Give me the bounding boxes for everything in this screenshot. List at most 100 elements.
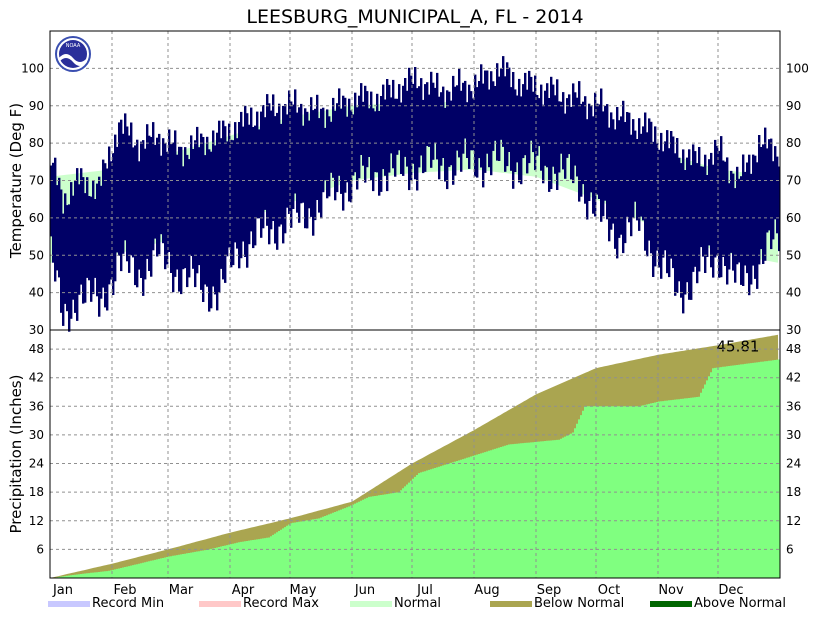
daily-temperature-bar	[110, 161, 113, 280]
daily-temperature-bar	[360, 83, 363, 155]
daily-temperature-bar	[332, 97, 335, 178]
daily-temperature-bar	[428, 94, 431, 147]
precipitation-panel: 45.81	[50, 334, 780, 578]
daily-temperature-bar	[684, 170, 687, 295]
daily-temperature-bar	[206, 136, 209, 287]
daily-temperature-bar	[680, 163, 683, 298]
daily-temperature-bar	[648, 118, 651, 241]
temperature-tick-label-left: 50	[29, 248, 44, 262]
daily-temperature-bar	[246, 113, 249, 268]
daily-temperature-bar	[316, 94, 319, 200]
daily-temperature-bar	[448, 91, 451, 167]
daily-temperature-bar	[526, 89, 529, 174]
daily-temperature-bar	[594, 92, 597, 217]
daily-temperature-bar	[122, 133, 125, 254]
daily-temperature-bar	[426, 82, 429, 146]
precipitation-tick-label-right: 12	[786, 514, 801, 528]
svg-text:NOAA: NOAA	[66, 43, 81, 49]
daily-temperature-bar	[534, 75, 537, 171]
daily-temperature-bar	[726, 157, 729, 285]
daily-temperature-bar	[398, 84, 401, 151]
daily-temperature-bar	[706, 175, 709, 257]
precipitation-tick-label-left: 30	[29, 428, 44, 442]
daily-temperature-bar	[634, 130, 637, 202]
daily-temperature-bar	[712, 164, 715, 278]
daily-temperature-bar	[504, 76, 507, 172]
daily-temperature-bar	[698, 147, 701, 272]
daily-temperature-bar	[486, 70, 489, 154]
daily-temperature-bar	[218, 120, 221, 293]
daily-temperature-bar	[602, 111, 605, 217]
noaa-logo: NOAA	[55, 36, 91, 72]
daily-temperature-bar	[138, 161, 141, 270]
daily-temperature-bar	[328, 116, 331, 197]
daily-temperature-bar	[478, 81, 481, 159]
daily-temperature-bar	[584, 96, 587, 204]
daily-temperature-bar	[210, 151, 213, 309]
daily-temperature-bar	[396, 98, 399, 155]
daily-temperature-bar	[208, 149, 211, 312]
precipitation-total-label: 45.81	[717, 338, 760, 356]
daily-temperature-bar	[420, 78, 423, 156]
daily-temperature-bar	[124, 113, 127, 241]
daily-temperature-bar	[516, 95, 519, 163]
daily-temperature-bar	[416, 88, 419, 191]
daily-temperature-bar	[82, 177, 85, 304]
daily-temperature-bar	[430, 71, 433, 168]
daily-temperature-bar	[308, 120, 311, 209]
daily-temperature-bar	[256, 111, 259, 219]
daily-temperature-bar	[600, 88, 603, 222]
daily-temperature-bar	[768, 139, 771, 231]
daily-temperature-bar	[756, 162, 759, 289]
daily-temperature-bar	[162, 138, 165, 244]
daily-temperature-bar	[728, 183, 731, 270]
daily-temperature-bar	[494, 86, 497, 141]
daily-temperature-bar	[354, 92, 357, 173]
daily-temperature-bar	[322, 107, 325, 193]
daily-temperature-bar	[116, 146, 119, 253]
daily-temperature-bar	[720, 136, 723, 278]
daily-temperature-bar	[506, 62, 509, 167]
daily-temperature-bar	[638, 118, 641, 231]
daily-temperature-bar	[86, 177, 89, 278]
grid	[50, 31, 780, 578]
daily-temperature-bar	[586, 119, 589, 220]
daily-temperature-bar	[654, 126, 657, 267]
daily-temperature-bar	[294, 89, 297, 194]
daily-temperature-bar	[414, 67, 417, 180]
daily-temperature-bar	[118, 122, 121, 256]
daily-temperature-bar	[700, 166, 703, 248]
legend-swatch	[650, 600, 692, 607]
daily-temperature-bar	[54, 157, 57, 282]
precipitation-tick-label-left: 36	[29, 399, 44, 413]
legend-swatch	[48, 600, 90, 607]
daily-temperature-bar	[744, 171, 747, 266]
daily-temperature-bar	[552, 84, 555, 167]
daily-temperature-bar	[754, 155, 757, 279]
daily-temperature-bar	[618, 120, 621, 238]
daily-temperature-bar	[320, 108, 323, 219]
actual-precipitation-area	[50, 359, 780, 578]
daily-temperature-bar	[194, 140, 197, 288]
daily-temperature-bar	[682, 149, 685, 314]
daily-temperature-bar	[686, 157, 689, 283]
daily-temperature-bar	[502, 56, 505, 147]
daily-temperature-bar	[538, 98, 541, 147]
daily-temperature-bar	[752, 154, 755, 266]
daily-temperature-bar	[200, 133, 203, 290]
daily-temperature-bar	[154, 144, 157, 239]
daily-temperature-bar	[612, 119, 615, 224]
daily-temperature-bar	[234, 122, 237, 243]
daily-temperature-bar	[570, 106, 573, 180]
daily-temperature-bar	[272, 94, 275, 221]
daily-temperature-bar	[330, 121, 333, 173]
daily-temperature-bar	[358, 95, 361, 179]
daily-temperature-bar	[470, 91, 473, 151]
daily-temperature-bar	[732, 173, 735, 271]
precipitation-tick-label-left: 12	[29, 514, 44, 528]
daily-temperature-bar	[778, 166, 781, 252]
daily-temperature-bar	[92, 181, 95, 295]
daily-temperature-bar	[578, 81, 581, 202]
daily-temperature-bar	[64, 193, 67, 304]
daily-temperature-bar	[222, 120, 225, 280]
